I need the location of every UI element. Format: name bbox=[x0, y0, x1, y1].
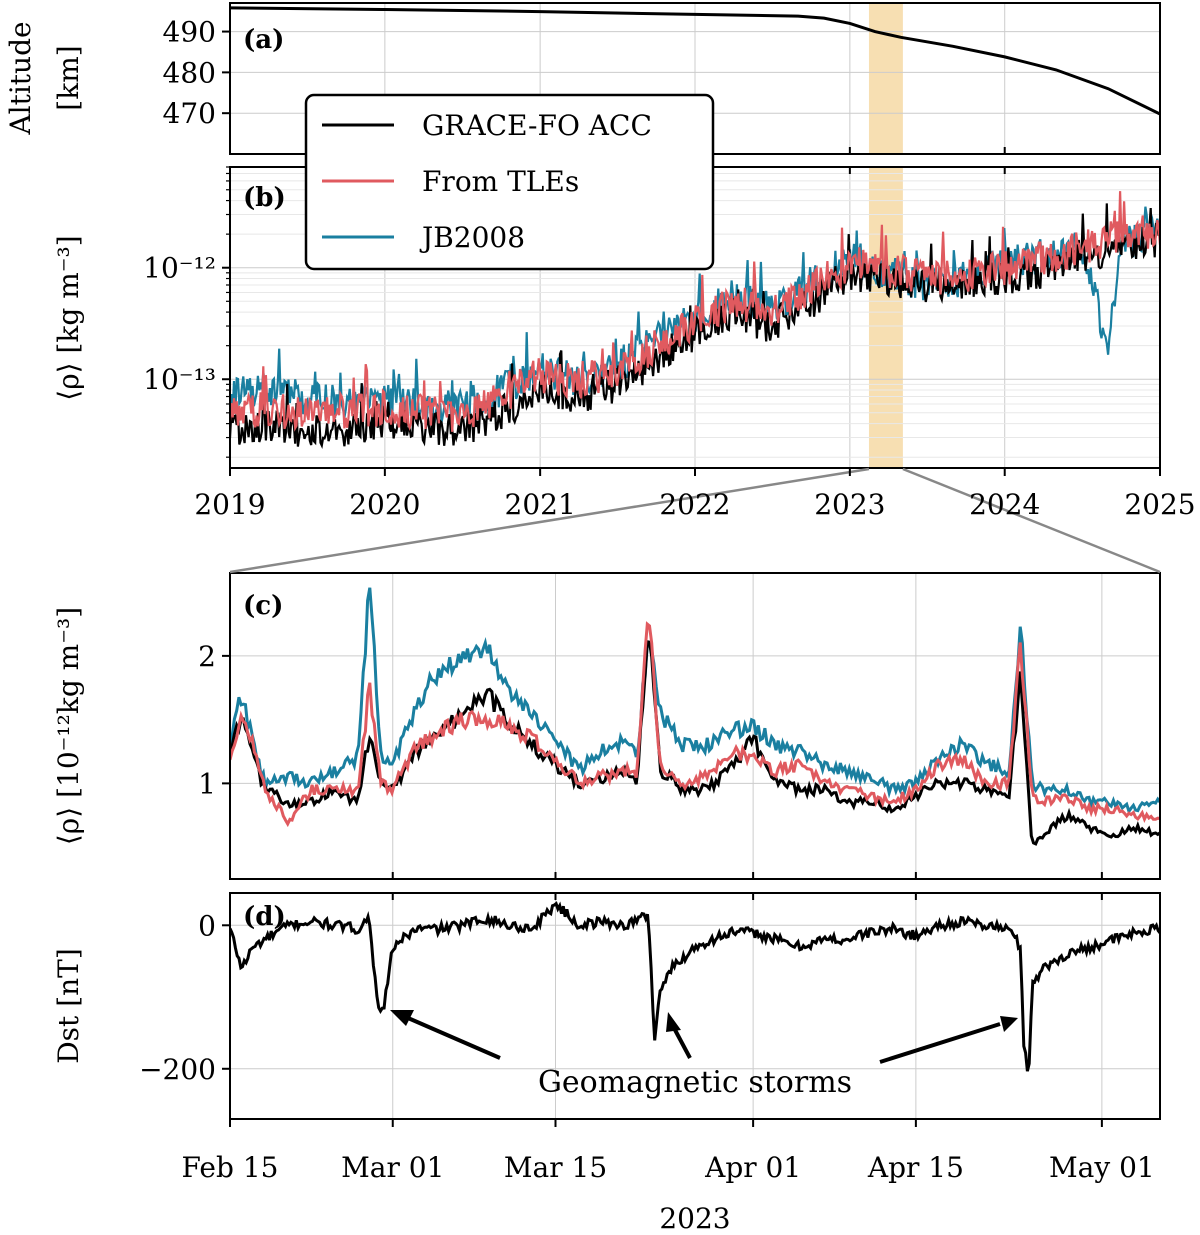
xtick-label-date-3: Apr 01 bbox=[704, 1151, 801, 1184]
panel-label-a: (a) bbox=[243, 25, 284, 55]
series-line-c-2 bbox=[230, 587, 1160, 815]
storm-arrows bbox=[390, 1010, 1018, 1064]
xtick-label-year-3: 2022 bbox=[659, 488, 730, 521]
xtick-label-year-0: 2019 bbox=[194, 488, 265, 521]
panel-label-b: (b) bbox=[243, 183, 286, 213]
series-line-b-1 bbox=[230, 191, 1160, 432]
series-group-d bbox=[230, 901, 1160, 1072]
legend-label-grace: GRACE-FO ACC bbox=[422, 109, 652, 142]
xtick-label-year-2: 2021 bbox=[505, 488, 576, 521]
ytick-label-b-0: 10⁻¹² bbox=[143, 252, 216, 285]
ylabel-a-line2: [km] bbox=[52, 45, 85, 110]
ylabel-b: ⟨ρ⟩ [kg m⁻³] bbox=[52, 235, 85, 400]
ytick-label-a-2: 470 bbox=[163, 97, 216, 130]
zoom-line-right bbox=[902, 467, 1161, 574]
panel-label-c: (c) bbox=[243, 591, 283, 621]
ylabel-a-line1: Altitude bbox=[4, 21, 37, 135]
panel-d-frame bbox=[229, 892, 1161, 1120]
xtick-label-year-6: 2025 bbox=[1124, 488, 1195, 521]
ylabel-d: Dst [nT] bbox=[52, 948, 85, 1064]
grid-c bbox=[229, 573, 1160, 879]
ytick-label-d-0: 0 bbox=[198, 909, 216, 942]
legend-label-jb2008: JB2008 bbox=[419, 221, 525, 254]
series-line-c-1 bbox=[230, 621, 1160, 828]
highlight-band-b bbox=[868, 167, 903, 468]
series-group-c bbox=[230, 587, 1160, 846]
panel-c-frame bbox=[229, 572, 1161, 880]
series-line-a-0 bbox=[230, 6, 1160, 116]
xtick-label-year-5: 2024 bbox=[969, 488, 1040, 521]
ytick-label-a-0: 490 bbox=[163, 16, 216, 49]
legend-box bbox=[304, 93, 715, 271]
panel-label-d: (d) bbox=[243, 902, 286, 932]
xtick-label-date-2: Mar 15 bbox=[504, 1151, 607, 1184]
ytick-label-d-1: −200 bbox=[139, 1053, 216, 1086]
xtick-label-year-4: 2023 bbox=[814, 488, 885, 521]
ytick-label-a-1: 480 bbox=[163, 56, 216, 89]
xtick-label-date-1: Mar 01 bbox=[341, 1151, 444, 1184]
legend: GRACE-FO ACC From TLEs JB2008 bbox=[304, 93, 715, 271]
zoom-line-left bbox=[229, 467, 870, 574]
xlabel-d: 2023 bbox=[659, 1202, 730, 1235]
series-group-b bbox=[230, 191, 1160, 449]
series-line-d-0 bbox=[230, 901, 1160, 1072]
xtick-label-year-1: 2020 bbox=[349, 488, 420, 521]
xtick-label-date-4: Apr 15 bbox=[867, 1151, 964, 1184]
legend-label-tle: From TLEs bbox=[422, 165, 579, 198]
ylabel-c: ⟨ρ⟩ [10⁻¹²kg m⁻³] bbox=[52, 607, 85, 845]
highlight-band-a bbox=[868, 3, 903, 154]
annotation-geomagnetic-storms: Geomagnetic storms bbox=[538, 1065, 852, 1100]
ytick-label-c-0: 2 bbox=[198, 640, 216, 673]
tick-group: 2019 2020 2021 2022 2023 2024 2025 490 480 470 10⁻… bbox=[139, 16, 1196, 1184]
ytick-label-c-1: 1 bbox=[198, 767, 216, 800]
xtick-label-date-0: Feb 15 bbox=[182, 1151, 279, 1184]
xtick-label-date-5: May 01 bbox=[1049, 1151, 1155, 1184]
ytick-label-b-1: 10⁻¹³ bbox=[143, 363, 216, 396]
series-group-a bbox=[230, 6, 1160, 116]
